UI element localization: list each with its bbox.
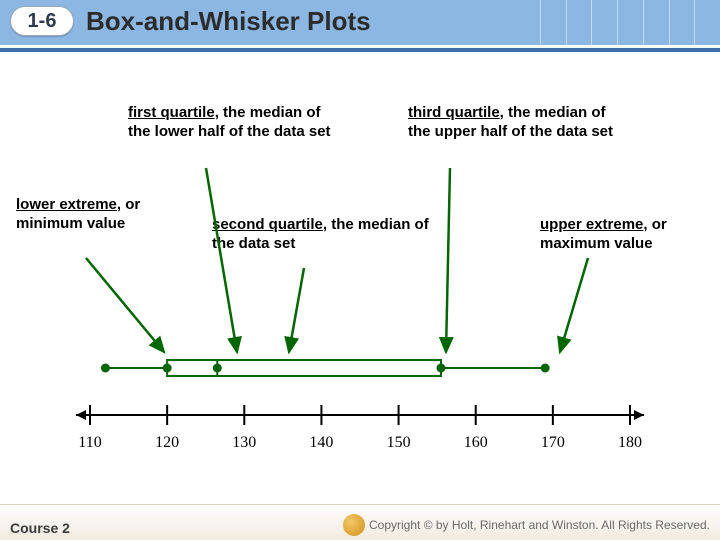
svg-text:150: 150	[387, 434, 411, 451]
svg-text:130: 130	[232, 434, 256, 451]
copyright: Copyright © by Holt, Rinehart and Winsto…	[343, 514, 710, 536]
header-gridlines	[540, 0, 720, 48]
boxplot-area: 110 120 130 140 150 160 170 180	[70, 330, 650, 470]
svg-text:140: 140	[309, 434, 333, 451]
annotation-first-quartile: first quartile, the median of the lower …	[128, 104, 338, 142]
publisher-logo-icon	[343, 514, 365, 536]
svg-text:160: 160	[464, 434, 488, 451]
svg-text:120: 120	[155, 434, 179, 451]
copyright-text: Copyright © by Holt, Rinehart and Winsto…	[369, 518, 710, 532]
svg-text:170: 170	[541, 434, 565, 451]
page-title: Box-and-Whisker Plots	[86, 6, 371, 37]
section-badge: 1-6	[10, 6, 74, 36]
header-subband	[0, 48, 720, 52]
annotation-second-quartile: second quartile, the median of the data …	[212, 216, 432, 254]
annotation-lower-extreme: lower extreme, or minimum value	[16, 196, 176, 234]
footer: Course 2 Copyright © by Holt, Rinehart a…	[0, 504, 720, 540]
svg-text:110: 110	[78, 434, 101, 451]
annotation-third-quartile: third quartile, the median of the upper …	[408, 104, 618, 142]
boxplot-svg: 110 120 130 140 150 160 170 180	[70, 330, 650, 470]
course-label: Course 2	[10, 520, 70, 536]
svg-text:180: 180	[618, 434, 642, 451]
annotation-upper-extreme: upper extreme, or maximum value	[540, 216, 710, 254]
